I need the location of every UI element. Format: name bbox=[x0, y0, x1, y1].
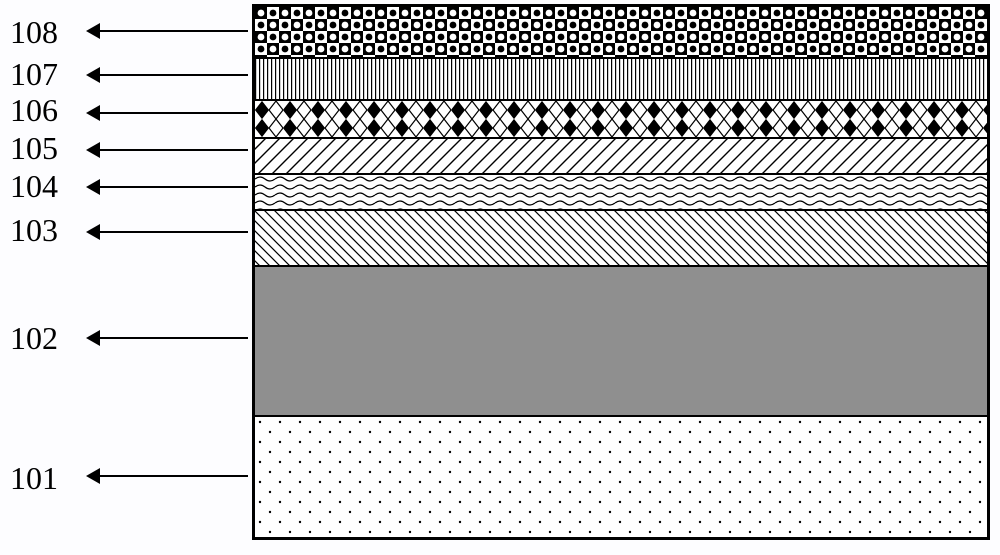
arrow-108 bbox=[88, 30, 248, 32]
arrow-105 bbox=[88, 149, 248, 151]
layer-101-fill bbox=[255, 417, 987, 537]
arrow-103 bbox=[88, 231, 248, 233]
layer-103-fill bbox=[255, 211, 987, 265]
label-106: 106 bbox=[10, 92, 58, 129]
arrow-101 bbox=[88, 475, 248, 477]
layer-102-fill bbox=[255, 267, 987, 415]
label-105: 105 bbox=[10, 130, 58, 167]
layer-103 bbox=[255, 209, 987, 265]
layer-107-fill bbox=[255, 59, 987, 99]
arrow-107 bbox=[88, 74, 248, 76]
layer-108-fill bbox=[255, 7, 987, 57]
layer-104-fill bbox=[255, 175, 987, 209]
layer-102 bbox=[255, 265, 987, 415]
layer-106-fill bbox=[255, 101, 987, 137]
label-108: 108 bbox=[10, 14, 58, 51]
layer-106 bbox=[255, 99, 987, 137]
arrow-104 bbox=[88, 186, 248, 188]
layer-104 bbox=[255, 173, 987, 209]
label-104: 104 bbox=[10, 168, 58, 205]
layer-108 bbox=[255, 7, 987, 57]
label-107: 107 bbox=[10, 56, 58, 93]
layer-stack bbox=[252, 4, 990, 540]
layer-101 bbox=[255, 415, 987, 537]
label-103: 103 bbox=[10, 212, 58, 249]
arrow-106 bbox=[88, 112, 248, 114]
label-102: 102 bbox=[10, 320, 58, 357]
arrow-102 bbox=[88, 337, 248, 339]
layer-stack-diagram: 108 107106105104 103 102 101 bbox=[0, 0, 1000, 555]
layer-105 bbox=[255, 137, 987, 173]
layer-107 bbox=[255, 57, 987, 99]
label-101: 101 bbox=[10, 460, 58, 497]
layer-105-fill bbox=[255, 139, 987, 173]
